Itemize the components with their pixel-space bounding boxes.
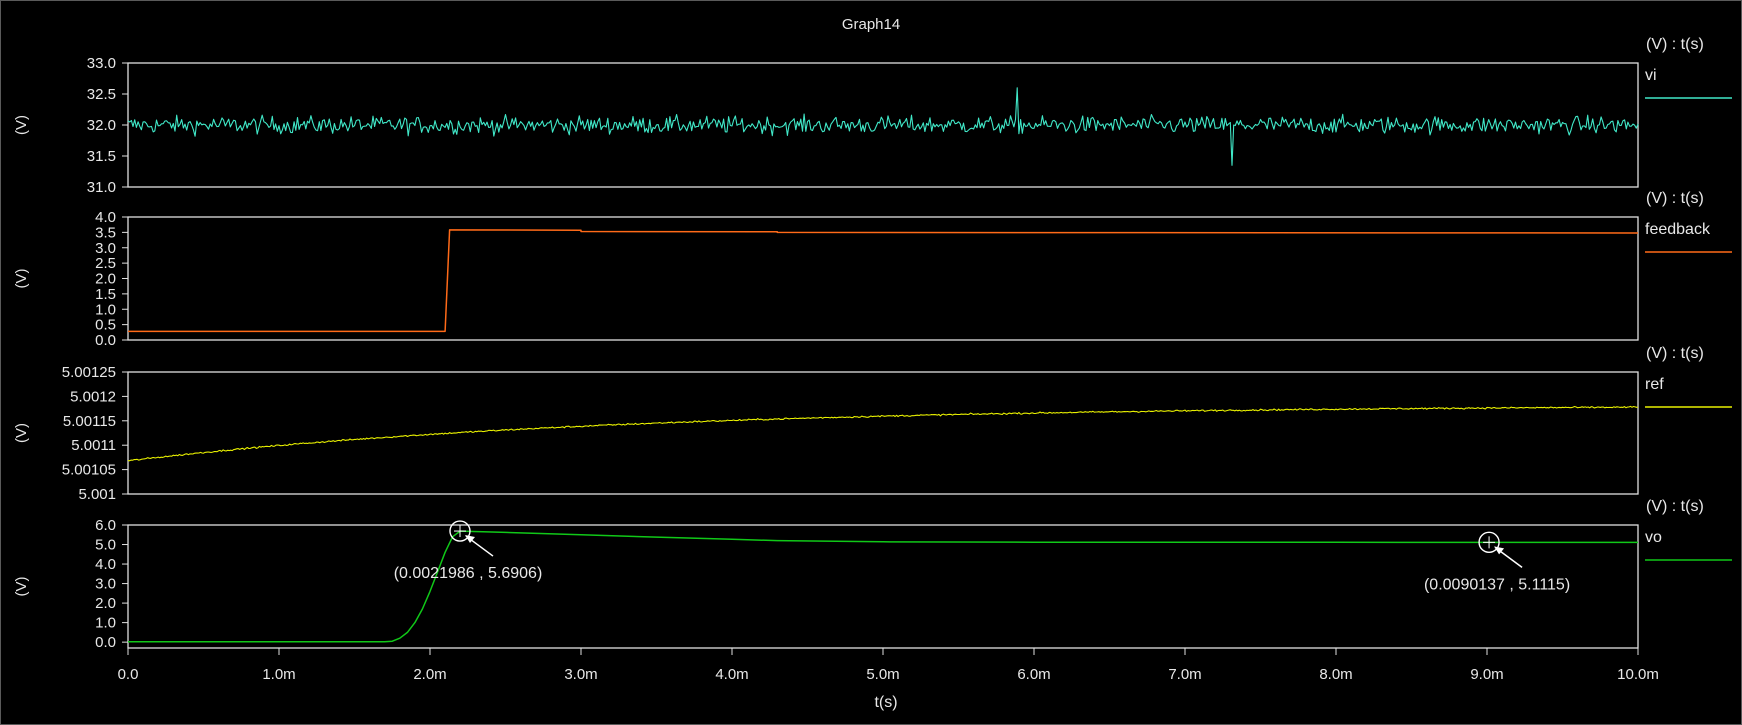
series-line-vo <box>128 530 1638 643</box>
y-tick-label: 2.0 <box>95 271 116 288</box>
legend-header: (V) : t(s) <box>1646 36 1704 53</box>
series-line-vi <box>127 87 1639 166</box>
legend-header: (V) : t(s) <box>1646 190 1704 207</box>
x-tick-label: 2.0m <box>413 666 446 683</box>
y-tick-label: 5.0 <box>95 537 116 554</box>
y-tick-label: 0.0 <box>95 634 116 651</box>
legend-label-vi: vi <box>1645 67 1657 84</box>
annotation-label: (0.0021986 , 5.6906) <box>394 565 543 582</box>
legend-header: (V) : t(s) <box>1646 498 1704 515</box>
plot-frame-3 <box>127 524 1639 649</box>
annotation-arrowhead <box>464 535 475 544</box>
y-tick-label: 5.00105 <box>62 462 116 479</box>
series-line-feedback <box>128 229 1639 333</box>
y-tick-label: 5.001 <box>78 486 116 503</box>
y-tick-label: 5.00115 <box>63 413 116 430</box>
x-tick-label: 6.0m <box>1017 666 1050 683</box>
y-axis-label: (V) <box>13 423 30 443</box>
x-tick-label: 8.0m <box>1319 666 1352 683</box>
legend-header: (V) : t(s) <box>1646 345 1704 362</box>
y-axis-label: (V) <box>13 115 30 135</box>
x-tick-label: 1.0m <box>262 666 295 683</box>
y-tick-label: 1.0 <box>95 615 116 632</box>
y-tick-label: 5.0012 <box>70 388 116 405</box>
y-tick-label: 31.0 <box>87 179 116 196</box>
x-tick-label: 7.0m <box>1168 666 1201 683</box>
plot-frame-1 <box>127 216 1639 341</box>
x-tick-label: 10.0m <box>1617 666 1659 683</box>
annotation-label: (0.0090137 , 5.1115) <box>1424 576 1570 593</box>
x-tick-label: 4.0m <box>715 666 748 683</box>
y-tick-label: 5.0011 <box>71 437 116 454</box>
y-tick-label: 5.00125 <box>62 364 116 381</box>
y-tick-label: 2.5 <box>95 255 116 272</box>
cursor-marker <box>1478 531 1500 554</box>
chart-title: Graph14 <box>842 16 900 33</box>
plot-frame-2 <box>127 371 1639 495</box>
x-tick-label: 3.0m <box>564 666 597 683</box>
cursor-marker <box>449 520 471 542</box>
y-tick-label: 33.0 <box>87 55 116 72</box>
x-tick-label: 5.0m <box>866 666 899 683</box>
y-tick-label: 1.5 <box>95 286 116 303</box>
y-tick-label: 3.0 <box>95 576 116 593</box>
annotation-arrowhead <box>1494 546 1505 555</box>
y-axis-label: (V) <box>13 577 30 597</box>
series-line-ref <box>127 405 1639 462</box>
y-tick-label: 0.0 <box>95 332 116 349</box>
y-tick-label: 3.0 <box>95 240 116 257</box>
y-tick-label: 32.5 <box>87 86 116 103</box>
y-tick-label: 2.0 <box>95 595 116 612</box>
y-tick-label: 4.0 <box>95 556 116 573</box>
x-tick-label: 9.0m <box>1470 666 1503 683</box>
x-tick-label: 0.0 <box>118 666 139 683</box>
y-tick-label: 0.5 <box>95 317 116 334</box>
legend-label-vo: vo <box>1645 529 1662 546</box>
y-tick-label: 3.5 <box>95 224 116 241</box>
y-tick-label: 6.0 <box>95 517 116 534</box>
legend-label-ref: ref <box>1645 376 1664 393</box>
y-axis-label: (V) <box>13 269 30 289</box>
legend-label-feedback: feedback <box>1645 221 1711 238</box>
y-tick-label: 1.0 <box>95 301 116 318</box>
y-tick-label: 31.5 <box>87 148 116 165</box>
x-axis-label: t(s) <box>874 694 897 711</box>
y-tick-label: 32.0 <box>87 117 116 134</box>
y-tick-label: 4.0 <box>95 209 116 226</box>
